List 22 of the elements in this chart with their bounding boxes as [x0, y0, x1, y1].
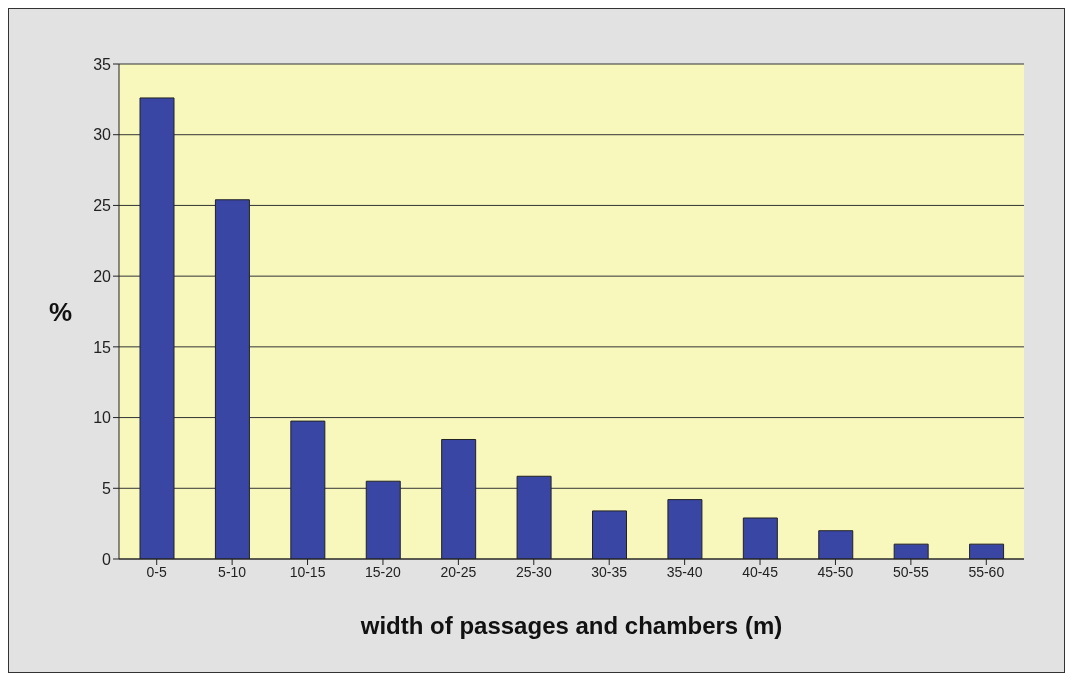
x-tick-label: 0-5 — [146, 563, 168, 580]
y-tick-label: 35 — [93, 55, 112, 73]
x-tick-label: 50-55 — [892, 563, 929, 580]
x-tick-label: 25-30 — [515, 563, 552, 580]
y-tick-label: 25 — [93, 197, 112, 215]
x-tick-label: 20-25 — [440, 563, 477, 580]
x-tick-label: 15-20 — [365, 563, 402, 580]
y-axis-title: % — [49, 296, 73, 327]
x-tick-label: 35-40 — [666, 563, 703, 580]
x-tick-label: 40-45 — [742, 563, 779, 580]
x-tick-label: 55-60 — [968, 563, 1005, 580]
y-tick-label: 5 — [102, 479, 112, 497]
x-tick-label: 45-50 — [817, 563, 854, 580]
y-tick-label: 15 — [93, 338, 112, 356]
x-tick-label: 30-35 — [591, 563, 628, 580]
x-axis-title: width of passages and chambers (m) — [359, 612, 783, 639]
y-tick-label: 30 — [93, 126, 112, 144]
y-tick-label: 20 — [93, 267, 112, 285]
x-tick-label: 5-10 — [218, 563, 247, 580]
y-tick-label: 0 — [102, 550, 112, 568]
y-tick-label: 10 — [93, 409, 112, 427]
x-tick-label: 10-15 — [289, 563, 326, 580]
